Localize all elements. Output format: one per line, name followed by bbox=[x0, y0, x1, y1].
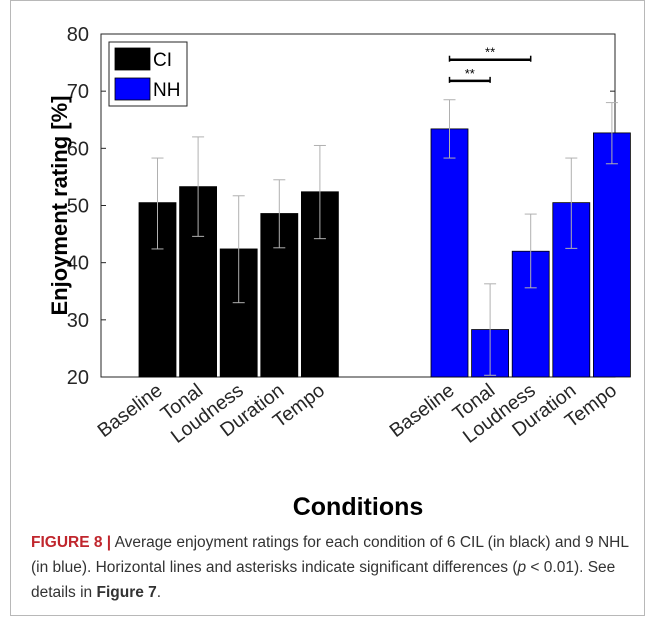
y-tick-label: 70 bbox=[67, 81, 89, 103]
y-tick-label: 40 bbox=[67, 253, 89, 275]
caption-p-symbol: p bbox=[517, 559, 527, 576]
y-tick-label: 30 bbox=[67, 310, 89, 332]
caption-text: Average enjoyment ratings for each condi… bbox=[31, 534, 629, 576]
x-axis-title: Conditions bbox=[293, 493, 424, 521]
bar-chart: 20304050607080BaselineTonalLoudnessDurat… bbox=[47, 24, 631, 521]
y-axis-title: Enjoyment rating [%] bbox=[47, 95, 72, 315]
caption-text-mid: < 0.01). See details in bbox=[31, 559, 616, 601]
figure-frame: 20 30 40 50 60 70 80 Baseline Tonal Loudness Durat… bbox=[10, 0, 645, 616]
significance-label: ** bbox=[485, 45, 495, 60]
y-tick-label: 60 bbox=[67, 138, 89, 160]
x-tick-label: Baseline bbox=[386, 379, 459, 442]
caption-text-end: . bbox=[156, 584, 162, 601]
caption-label: FIGURE 8 | bbox=[31, 534, 112, 551]
legend-label-nh: NH bbox=[153, 80, 180, 101]
legend-swatch-nh bbox=[114, 77, 151, 101]
y-tick-label: 20 bbox=[67, 367, 89, 389]
bar-nh-baseline bbox=[430, 128, 469, 378]
figure-caption: FIGURE 8 | Average enjoyment ratings for… bbox=[31, 530, 646, 605]
caption-figure-ref: Figure 7 bbox=[96, 584, 157, 601]
x-tick-label: Baseline bbox=[94, 379, 167, 442]
significance-label: ** bbox=[465, 66, 475, 81]
y-tick-label: 50 bbox=[67, 196, 89, 218]
legend-label-ci: CI bbox=[153, 50, 172, 71]
legend-swatch-ci bbox=[114, 47, 151, 71]
bar-nh-tempo bbox=[593, 132, 631, 378]
y-tick-label: 80 bbox=[67, 24, 89, 46]
